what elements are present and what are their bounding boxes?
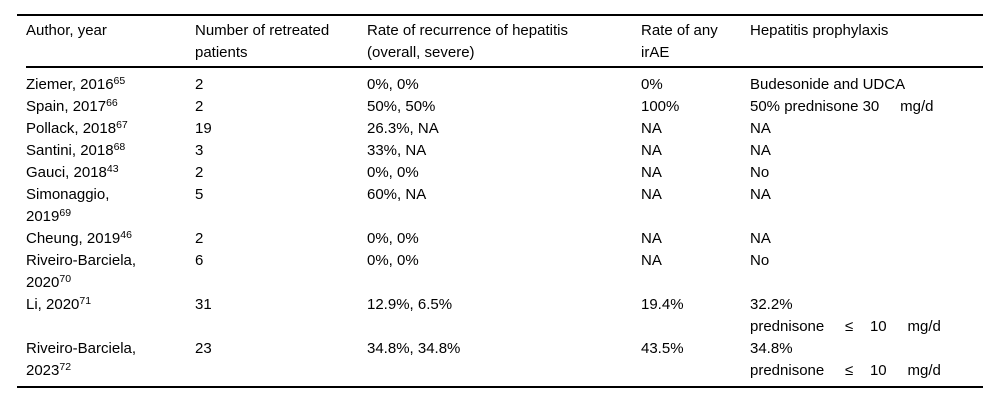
cell-retreated: 31 <box>195 296 212 313</box>
cell-recurrence: 0%, 0% <box>367 164 419 181</box>
cell-prophylaxis: No <box>750 164 770 181</box>
table-row: Pollack, 201867 19 26.3%, NA NA NA <box>26 118 983 140</box>
column-header-author: Author, year <box>26 16 195 68</box>
cell-recurrence: 0%, 0% <box>367 230 419 247</box>
cell-prophylaxis: No <box>750 252 770 269</box>
cell-irae: 43.5% <box>641 340 684 357</box>
cell-irae: 100% <box>641 98 680 115</box>
column-header-prophylaxis: Hepatitis prophylaxis <box>750 16 983 68</box>
cell-prophylaxis: 34.8% prednisone ≤ 10 mg/d <box>750 340 941 379</box>
cell-recurrence: 0%, 0% <box>367 252 419 269</box>
hepatitis-retreatment-studies-table: Author, year Number of retreated patients R… <box>17 14 983 388</box>
cell-recurrence: 60%, NA <box>367 186 427 203</box>
cell-prophylaxis: NA <box>750 120 771 137</box>
cell-prophylaxis: NA <box>750 230 771 247</box>
cell-retreated: 6 <box>195 252 204 269</box>
cell-irae: NA <box>641 164 662 181</box>
cell-prophylaxis: NA <box>750 142 771 159</box>
cell-irae: 19.4% <box>641 296 684 313</box>
reference-superscript: 70 <box>59 273 72 285</box>
cell-irae: NA <box>641 186 662 203</box>
cell-irae: NA <box>641 120 662 137</box>
studies-table: Author, year Number of retreated patients R… <box>26 16 983 386</box>
cell-retreated: 2 <box>195 76 204 93</box>
table-row: Riveiro-Barciela, 202372 23 34.8%, 34.8% 43.… <box>26 338 983 386</box>
cell-prophylaxis: 32.2% prednisone ≤ 10 mg/d <box>750 296 941 335</box>
table-row: Gauci, 201843 2 0%, 0% NA No <box>26 162 983 184</box>
column-header-recurrence: Rate of recurrence of hepatitis (overall,… <box>367 16 641 68</box>
cell-prophylaxis: 50% prednisone 30 mg/d <box>750 98 934 115</box>
cell-irae: NA <box>641 142 662 159</box>
table-row: Santini, 201868 3 33%, NA NA NA <box>26 140 983 162</box>
table-row: Li, 202071 31 12.9%, 6.5% 19.4% 32.2% prednis… <box>26 294 983 338</box>
cell-recurrence: 34.8%, 34.8% <box>367 340 461 357</box>
reference-superscript: 72 <box>59 361 72 373</box>
reference-superscript: 46 <box>120 229 132 241</box>
cell-author: Santini, 201868 <box>26 141 126 159</box>
cell-retreated: 5 <box>195 186 204 203</box>
cell-author: Cheung, 201946 <box>26 229 132 247</box>
column-header-retreated: Number of retreated patients <box>195 16 367 68</box>
table-row: Ziemer, 201665 2 0%, 0% 0% Budesonide and UD… <box>26 67 983 96</box>
cell-recurrence: 50%, 50% <box>367 98 436 115</box>
cell-recurrence: 12.9%, 6.5% <box>367 296 453 313</box>
cell-retreated: 23 <box>195 340 212 357</box>
cell-retreated: 2 <box>195 98 204 115</box>
reference-superscript: 68 <box>113 141 126 153</box>
reference-superscript: 71 <box>79 295 92 307</box>
cell-recurrence: 33%, NA <box>367 142 427 159</box>
cell-recurrence: 0%, 0% <box>367 76 419 93</box>
table-row: Simonaggio, 201969 5 60%, NA NA NA <box>26 184 983 228</box>
cell-recurrence: 26.3%, NA <box>367 120 439 137</box>
table-row: Riveiro-Barciela, 202070 6 0%, 0% NA No <box>26 250 983 294</box>
cell-retreated: 2 <box>195 164 204 181</box>
column-header-irae: Rate of any irAE <box>641 16 750 68</box>
cell-prophylaxis: Budesonide and UDCA <box>750 76 906 93</box>
cell-author: Li, 202071 <box>26 295 92 313</box>
reference-superscript: 67 <box>116 119 128 131</box>
cell-prophylaxis: NA <box>750 186 771 203</box>
cell-author: Simonaggio, 201969 <box>26 186 110 225</box>
reference-superscript: 69 <box>59 207 72 219</box>
reference-superscript: 43 <box>106 163 119 175</box>
cell-irae: NA <box>641 252 662 269</box>
cell-author: Gauci, 201843 <box>26 163 119 181</box>
cell-author: Spain, 201766 <box>26 97 118 115</box>
cell-author: Riveiro-Barciela, 202070 <box>26 252 137 291</box>
table-row: Cheung, 201946 2 0%, 0% NA NA <box>26 228 983 250</box>
cell-author: Pollack, 201867 <box>26 119 128 137</box>
cell-irae: 0% <box>641 76 663 93</box>
cell-irae: NA <box>641 230 662 247</box>
cell-retreated: 2 <box>195 230 204 247</box>
cell-retreated: 19 <box>195 120 212 137</box>
cell-author: Ziemer, 201665 <box>26 75 126 93</box>
reference-superscript: 65 <box>113 75 126 87</box>
table-row: Spain, 201766 2 50%, 50% 100% 50% prednisone… <box>26 96 983 118</box>
reference-superscript: 66 <box>106 97 118 109</box>
cell-author: Riveiro-Barciela, 202372 <box>26 340 137 379</box>
cell-retreated: 3 <box>195 142 204 159</box>
table-header-row: Author, year Number of retreated patients R… <box>26 16 983 68</box>
